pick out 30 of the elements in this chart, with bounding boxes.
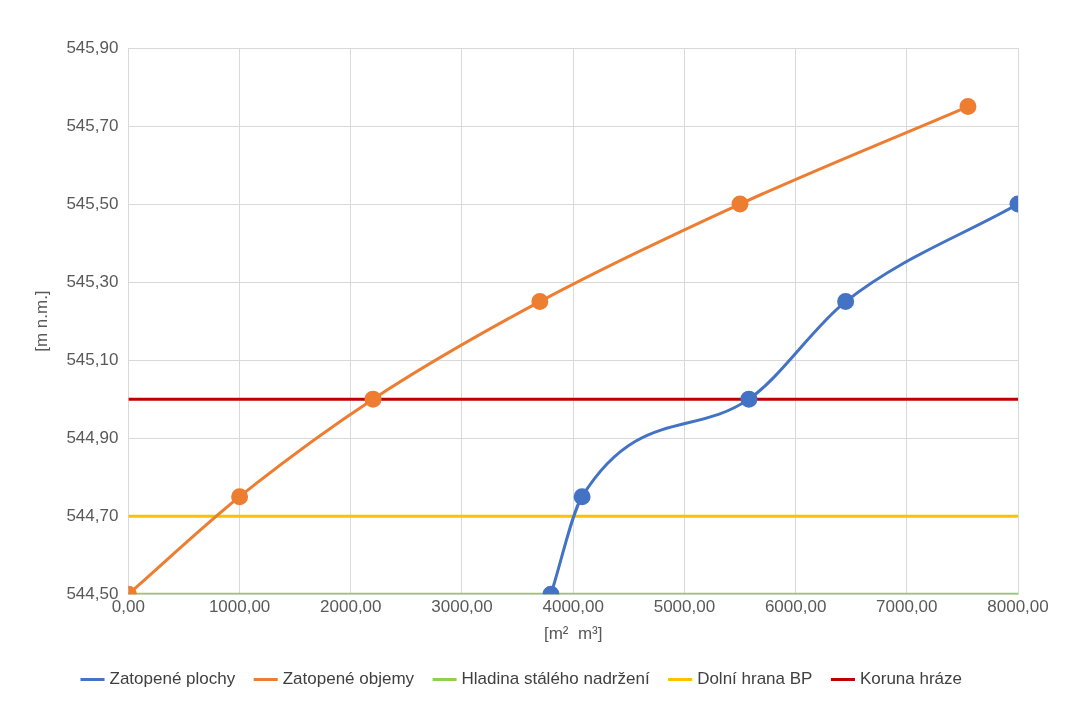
point — [364, 390, 382, 408]
point — [231, 488, 249, 506]
x-tick-label: 4000,00 — [542, 597, 604, 617]
x-tick-label: 7000,00 — [876, 597, 938, 617]
y-tick-label: 544,90 — [66, 427, 119, 447]
point — [740, 390, 758, 408]
legend-label: Zatopené plochy — [109, 669, 236, 689]
y-tick-label: 545,50 — [66, 193, 119, 213]
x-tick-label: 2000,00 — [320, 597, 382, 617]
x-tick-label: 6000,00 — [764, 597, 827, 617]
point — [573, 488, 591, 506]
legend-label: Hladina stálého nadržení — [461, 669, 650, 689]
y-tick-label: 545,10 — [66, 349, 119, 369]
point — [731, 195, 749, 213]
y-tick-label: 545,30 — [66, 271, 119, 291]
legend-label: Dolní hrana BP — [697, 669, 813, 689]
point — [531, 293, 549, 311]
legend-label: Koruna hráze — [859, 669, 962, 689]
y-tick-label: 545,90 — [66, 37, 119, 57]
x-axis-title: [m² m³] — [543, 624, 603, 644]
legend-label: Zatopené objemy — [282, 669, 415, 689]
x-tick-label: 1000,00 — [208, 597, 271, 617]
y-tick-label: 545,70 — [66, 115, 119, 135]
x-tick-label: 8000,00 — [987, 597, 1049, 617]
point — [837, 293, 855, 311]
point — [959, 98, 977, 116]
y-tick-label: 544,70 — [66, 505, 119, 525]
x-tick-label: 3000,00 — [431, 597, 493, 617]
y-axis-title: [m n.m.] — [31, 290, 51, 352]
x-tick-label: 5000,00 — [653, 597, 716, 617]
